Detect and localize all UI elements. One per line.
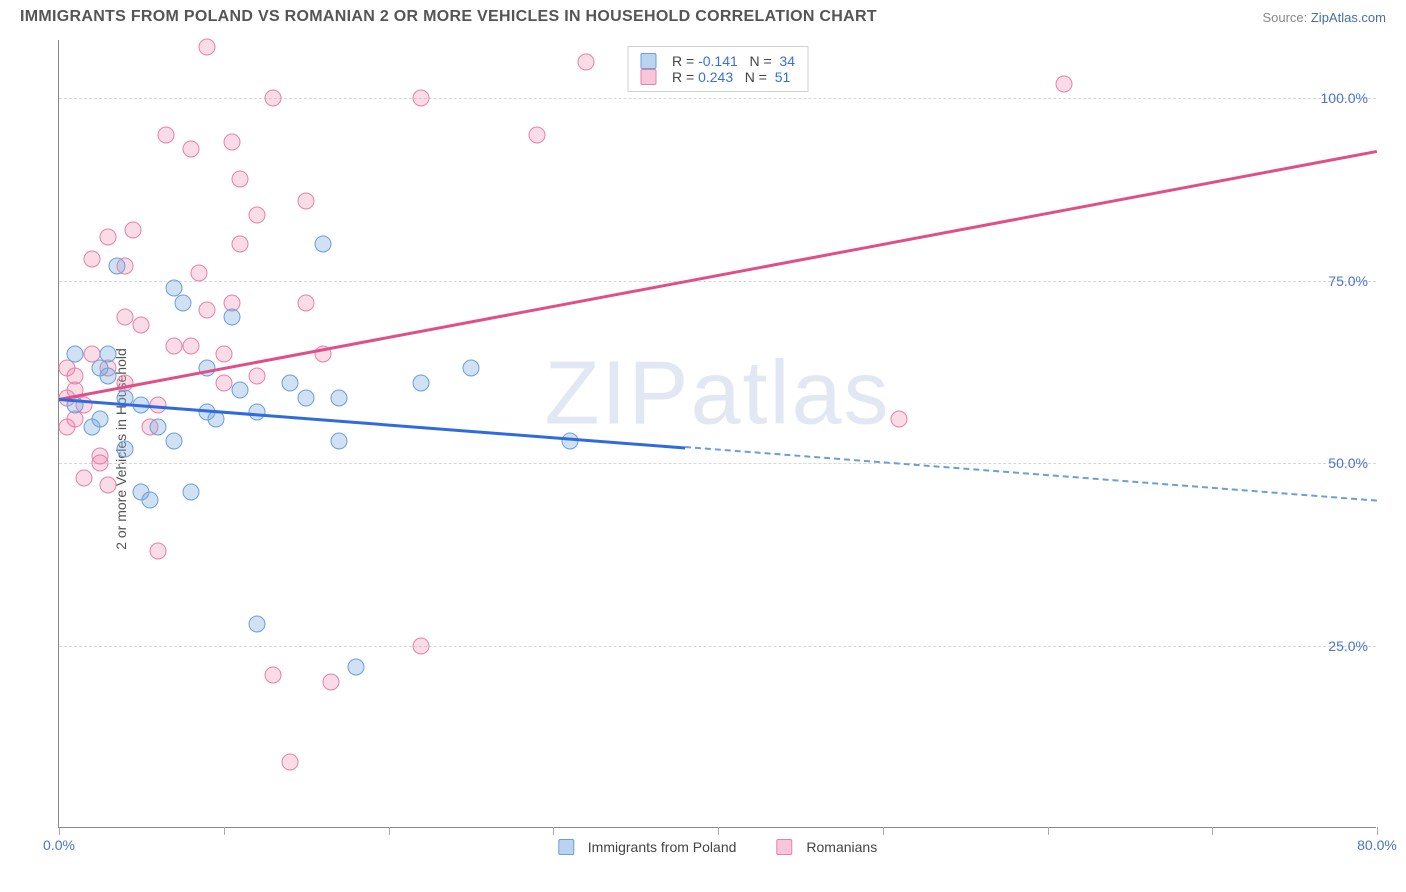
data-point [578, 53, 595, 70]
x-tick-mark [1377, 827, 1378, 835]
data-point [462, 360, 479, 377]
legend-item-blue: Immigrants from Poland [558, 839, 737, 855]
swatch-pink-icon [776, 839, 792, 855]
data-point [265, 666, 282, 683]
data-point [347, 659, 364, 676]
data-point [166, 338, 183, 355]
trend-line [59, 149, 1377, 400]
y-tick-label: 75.0% [1328, 273, 1368, 289]
data-point [100, 229, 117, 246]
swatch-blue-icon [558, 839, 574, 855]
x-tick-mark [1048, 827, 1049, 835]
chart-title: IMMIGRANTS FROM POLAND VS ROMANIAN 2 OR … [20, 8, 877, 26]
data-point [281, 374, 298, 391]
data-point [182, 338, 199, 355]
data-point [116, 309, 133, 326]
swatch-pink [640, 69, 656, 85]
x-tick-label: 0.0% [43, 837, 75, 853]
trend-line [685, 446, 1377, 502]
data-point [248, 367, 265, 384]
data-point [248, 615, 265, 632]
data-point [265, 90, 282, 107]
x-tick-mark [553, 827, 554, 835]
gridline [59, 98, 1376, 99]
watermark: ZIPatlas [544, 343, 890, 446]
data-point [1055, 75, 1072, 92]
data-point [413, 374, 430, 391]
data-point [413, 637, 430, 654]
data-point [141, 491, 158, 508]
legend-series: Immigrants from Poland Romanians [558, 839, 877, 855]
data-point [223, 309, 240, 326]
y-tick-label: 100.0% [1321, 90, 1368, 106]
data-point [166, 433, 183, 450]
data-point [100, 367, 117, 384]
data-point [215, 374, 232, 391]
gridline [59, 463, 1376, 464]
swatch-blue [640, 53, 656, 69]
data-point [528, 126, 545, 143]
x-tick-label: 80.0% [1357, 837, 1397, 853]
data-point [298, 389, 315, 406]
data-point [281, 754, 298, 771]
data-point [83, 250, 100, 267]
data-point [67, 411, 84, 428]
data-point [314, 236, 331, 253]
legend-row-pink: R = 0.243 N = 51 [640, 69, 795, 85]
y-tick-label: 50.0% [1328, 455, 1368, 471]
data-point [232, 382, 249, 399]
legend-correlation: R = -0.141 N = 34 R = 0.243 N = 51 [627, 46, 808, 92]
data-point [232, 236, 249, 253]
data-point [223, 134, 240, 151]
data-point [232, 170, 249, 187]
data-point [322, 674, 339, 691]
data-point [199, 301, 216, 318]
x-tick-mark [224, 827, 225, 835]
data-point [92, 455, 109, 472]
y-tick-label: 25.0% [1328, 638, 1368, 654]
data-point [199, 39, 216, 56]
data-point [331, 433, 348, 450]
x-tick-mark [1212, 827, 1213, 835]
data-point [298, 294, 315, 311]
data-point [891, 411, 908, 428]
header: IMMIGRANTS FROM POLAND VS ROMANIAN 2 OR … [0, 0, 1406, 34]
legend-row-blue: R = -0.141 N = 34 [640, 53, 795, 69]
data-point [174, 294, 191, 311]
data-point [298, 192, 315, 209]
data-point [75, 469, 92, 486]
data-point [133, 316, 150, 333]
legend-item-pink: Romanians [776, 839, 877, 855]
chart-container: 2 or more Vehicles in Household ZIPatlas… [10, 34, 1390, 864]
gridline [59, 646, 1376, 647]
x-tick-mark [59, 827, 60, 835]
data-point [182, 484, 199, 501]
data-point [561, 433, 578, 450]
data-point [182, 141, 199, 158]
x-tick-mark [718, 827, 719, 835]
data-point [331, 389, 348, 406]
data-point [149, 418, 166, 435]
data-point [100, 477, 117, 494]
data-point [413, 90, 430, 107]
data-point [215, 345, 232, 362]
data-point [116, 440, 133, 457]
gridline [59, 281, 1376, 282]
data-point [191, 265, 208, 282]
source-label: Source: ZipAtlas.com [1262, 10, 1386, 25]
data-point [158, 126, 175, 143]
data-point [108, 258, 125, 275]
x-tick-mark [883, 827, 884, 835]
data-point [149, 542, 166, 559]
data-point [207, 411, 224, 428]
source-link[interactable]: ZipAtlas.com [1311, 10, 1386, 25]
data-point [248, 207, 265, 224]
data-point [100, 345, 117, 362]
plot-area: ZIPatlas R = -0.141 N = 34 R = 0.243 N =… [58, 40, 1376, 828]
data-point [125, 221, 142, 238]
data-point [67, 345, 84, 362]
data-point [92, 411, 109, 428]
x-tick-mark [389, 827, 390, 835]
